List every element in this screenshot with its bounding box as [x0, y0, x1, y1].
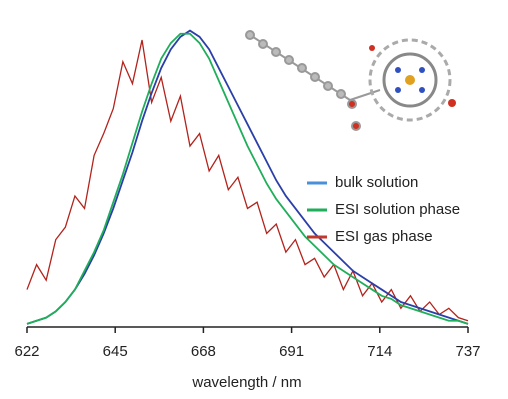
chart: wavelength / nm 622 645 668 691 714 737 bulk s… [0, 0, 508, 394]
x-tick-label: 645 [103, 343, 128, 360]
x-tick-label: 668 [191, 343, 216, 360]
x-tick-label: 737 [455, 343, 480, 360]
molecule-illustration [246, 31, 456, 130]
legend-label: ESI gas phase [335, 228, 433, 245]
x-tick-label: 622 [14, 343, 39, 360]
x-axis-label: wavelength / nm [191, 374, 301, 391]
x-tick-label: 714 [367, 343, 392, 360]
x-tick-label: 691 [279, 343, 304, 360]
legend-label: bulk solution [335, 174, 418, 191]
legend-label: ESI solution phase [335, 201, 460, 218]
